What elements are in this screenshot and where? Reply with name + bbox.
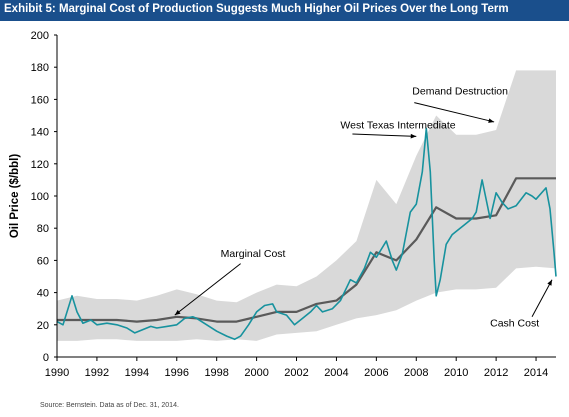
- marginal-cost-arrowhead: [174, 309, 181, 316]
- cash-cost-label: Cash Cost: [490, 317, 539, 329]
- y-tick-label: 100: [31, 191, 49, 203]
- x-tick-label: 1994: [125, 367, 149, 379]
- demand-destruction-label: Demand Destruction: [412, 86, 508, 98]
- y-tick-label: 60: [37, 255, 49, 267]
- x-tick-label: 1990: [45, 367, 69, 379]
- y-tick-label: 160: [31, 94, 49, 106]
- marginal-cost-pointer: [174, 263, 241, 316]
- wti-label: West Texas Intermediate: [340, 119, 455, 131]
- x-tick-label: 2012: [484, 367, 508, 379]
- x-tick-label: 1992: [85, 367, 109, 379]
- y-tick-label: 180: [31, 62, 49, 74]
- x-tick-label: 2008: [404, 367, 428, 379]
- y-tick-label: 200: [31, 30, 49, 42]
- y-tick-label: 140: [31, 127, 49, 139]
- title-bar: Exhibit 5: Marginal Cost of Production S…: [0, 0, 569, 21]
- y-tick-label: 20: [37, 320, 49, 332]
- wti-arrowhead: [410, 133, 417, 139]
- source-note: Source: Bernstein. Data as of Dec. 31, 2…: [40, 402, 179, 409]
- cash-cost-arrowhead: [547, 279, 553, 286]
- y-tick-label: 40: [37, 288, 49, 300]
- chart: 0 20 40 60 80 100 120 140 160 180 200 1990 1992 1994 1…: [9, 30, 557, 379]
- demand-destruction-pointer: [414, 102, 495, 123]
- wti-price-line: [56, 127, 557, 341]
- x-tick-label: 2004: [324, 367, 348, 379]
- marginal-cost-label: Marginal Cost: [221, 248, 286, 260]
- y-axis-label: Oil Price ($/bbl): [9, 154, 21, 239]
- x-tick-label: 1996: [165, 367, 189, 379]
- y-tick-label: 80: [37, 223, 49, 235]
- chart-title: Exhibit 5: Marginal Cost of Production S…: [4, 3, 509, 15]
- x-tick-label: 2006: [364, 367, 388, 379]
- x-tick-label: 2002: [284, 367, 308, 379]
- y-tick-label: 120: [31, 159, 49, 171]
- cost-band-area: [57, 70, 556, 341]
- x-tick-label: 2010: [444, 367, 468, 379]
- x-tick-label: 2000: [244, 367, 268, 379]
- cash-cost-pointer: [531, 279, 553, 317]
- y-tick-label: 0: [43, 352, 49, 364]
- x-tick-label: 2014: [524, 367, 548, 379]
- x-tick-label: 1998: [204, 367, 228, 379]
- wti-pointer: [352, 133, 417, 137]
- demand-destruction-arrowhead: [488, 118, 495, 123]
